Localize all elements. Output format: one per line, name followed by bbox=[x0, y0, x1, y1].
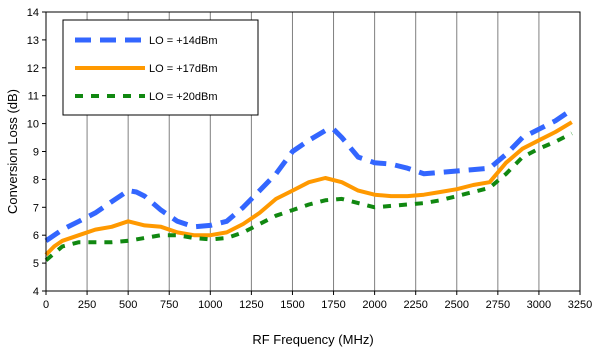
x-tick-label: 3000 bbox=[527, 299, 551, 311]
series-layer bbox=[44, 107, 574, 262]
y-tick-label: 12 bbox=[27, 63, 39, 75]
series-line-2 bbox=[44, 120, 573, 257]
x-tick-label: 1250 bbox=[239, 299, 263, 311]
series-line-3 bbox=[44, 131, 573, 262]
x-tick-label: 500 bbox=[119, 299, 137, 311]
y-tick-label: 14 bbox=[27, 7, 39, 19]
x-tick-label: 1500 bbox=[280, 299, 304, 311]
legend-label-2: LO = +17dBm bbox=[149, 63, 218, 75]
y-tick-label: 11 bbox=[28, 91, 39, 103]
x-tick-label: 3250 bbox=[568, 299, 592, 311]
x-tick-label: 0 bbox=[43, 299, 49, 311]
y-axis-title: Conversion Loss (dB) bbox=[5, 89, 20, 214]
x-tick-label: 750 bbox=[160, 299, 178, 311]
legend-label-1: LO = +14dBm bbox=[149, 35, 218, 47]
x-tick-label: 2750 bbox=[486, 299, 510, 311]
x-tick-label: 2500 bbox=[445, 299, 469, 311]
y-tick-label: 4 bbox=[33, 286, 39, 298]
x-axis-title: RF Frequency (MHz) bbox=[252, 332, 373, 347]
y-tick-label: 9 bbox=[33, 147, 39, 159]
y-tick-label: 6 bbox=[33, 230, 39, 242]
y-tick-label: 10 bbox=[27, 119, 39, 131]
legend: LO = +14dBm LO = +17dBm LO = +20dBm bbox=[62, 19, 259, 116]
x-tick-label: 250 bbox=[78, 299, 96, 311]
x-tick-label: 2250 bbox=[403, 299, 427, 311]
series-line-1 bbox=[44, 107, 574, 243]
y-tick-label: 5 bbox=[33, 258, 39, 270]
y-tick-label: 7 bbox=[33, 202, 39, 214]
legend-label-3: LO = +20dBm bbox=[149, 91, 218, 103]
y-axis-ticks: 4 5 6 7 8 9 10 11 12 13 14 bbox=[27, 7, 46, 298]
x-axis-ticks: 0 250 500 750 1000 1250 1500 1750 2000 2250 2500 27… bbox=[43, 291, 592, 311]
x-tick-label: 1000 bbox=[198, 299, 222, 311]
y-tick-label: 8 bbox=[33, 174, 39, 186]
y-tick-label: 13 bbox=[27, 35, 39, 47]
x-tick-label: 1750 bbox=[321, 299, 345, 311]
x-tick-label: 2000 bbox=[362, 299, 386, 311]
